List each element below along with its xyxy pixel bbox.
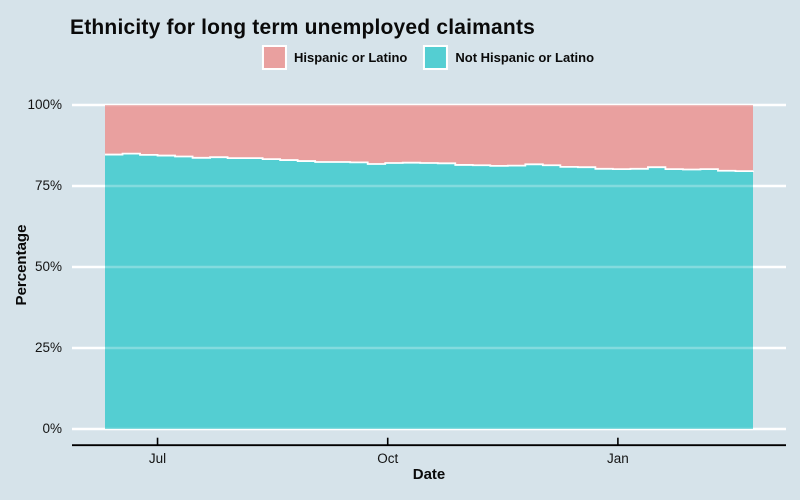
area-not-hispanic: [105, 154, 753, 429]
y-tick-label: 0%: [8, 421, 62, 437]
y-tick-label: 75%: [8, 178, 62, 194]
y-tick-label: 100%: [8, 97, 62, 113]
y-tick-label: 50%: [8, 259, 62, 275]
stacked-area-chart: Ethnicity for long term unemployed claim…: [0, 0, 800, 500]
x-axis-title: Date: [389, 466, 469, 483]
x-tick-label: Jan: [588, 451, 648, 467]
x-tick-label: Jul: [128, 451, 188, 467]
y-tick-label: 25%: [8, 340, 62, 356]
x-tick-label: Oct: [358, 451, 418, 467]
plot-canvas: [0, 0, 800, 500]
